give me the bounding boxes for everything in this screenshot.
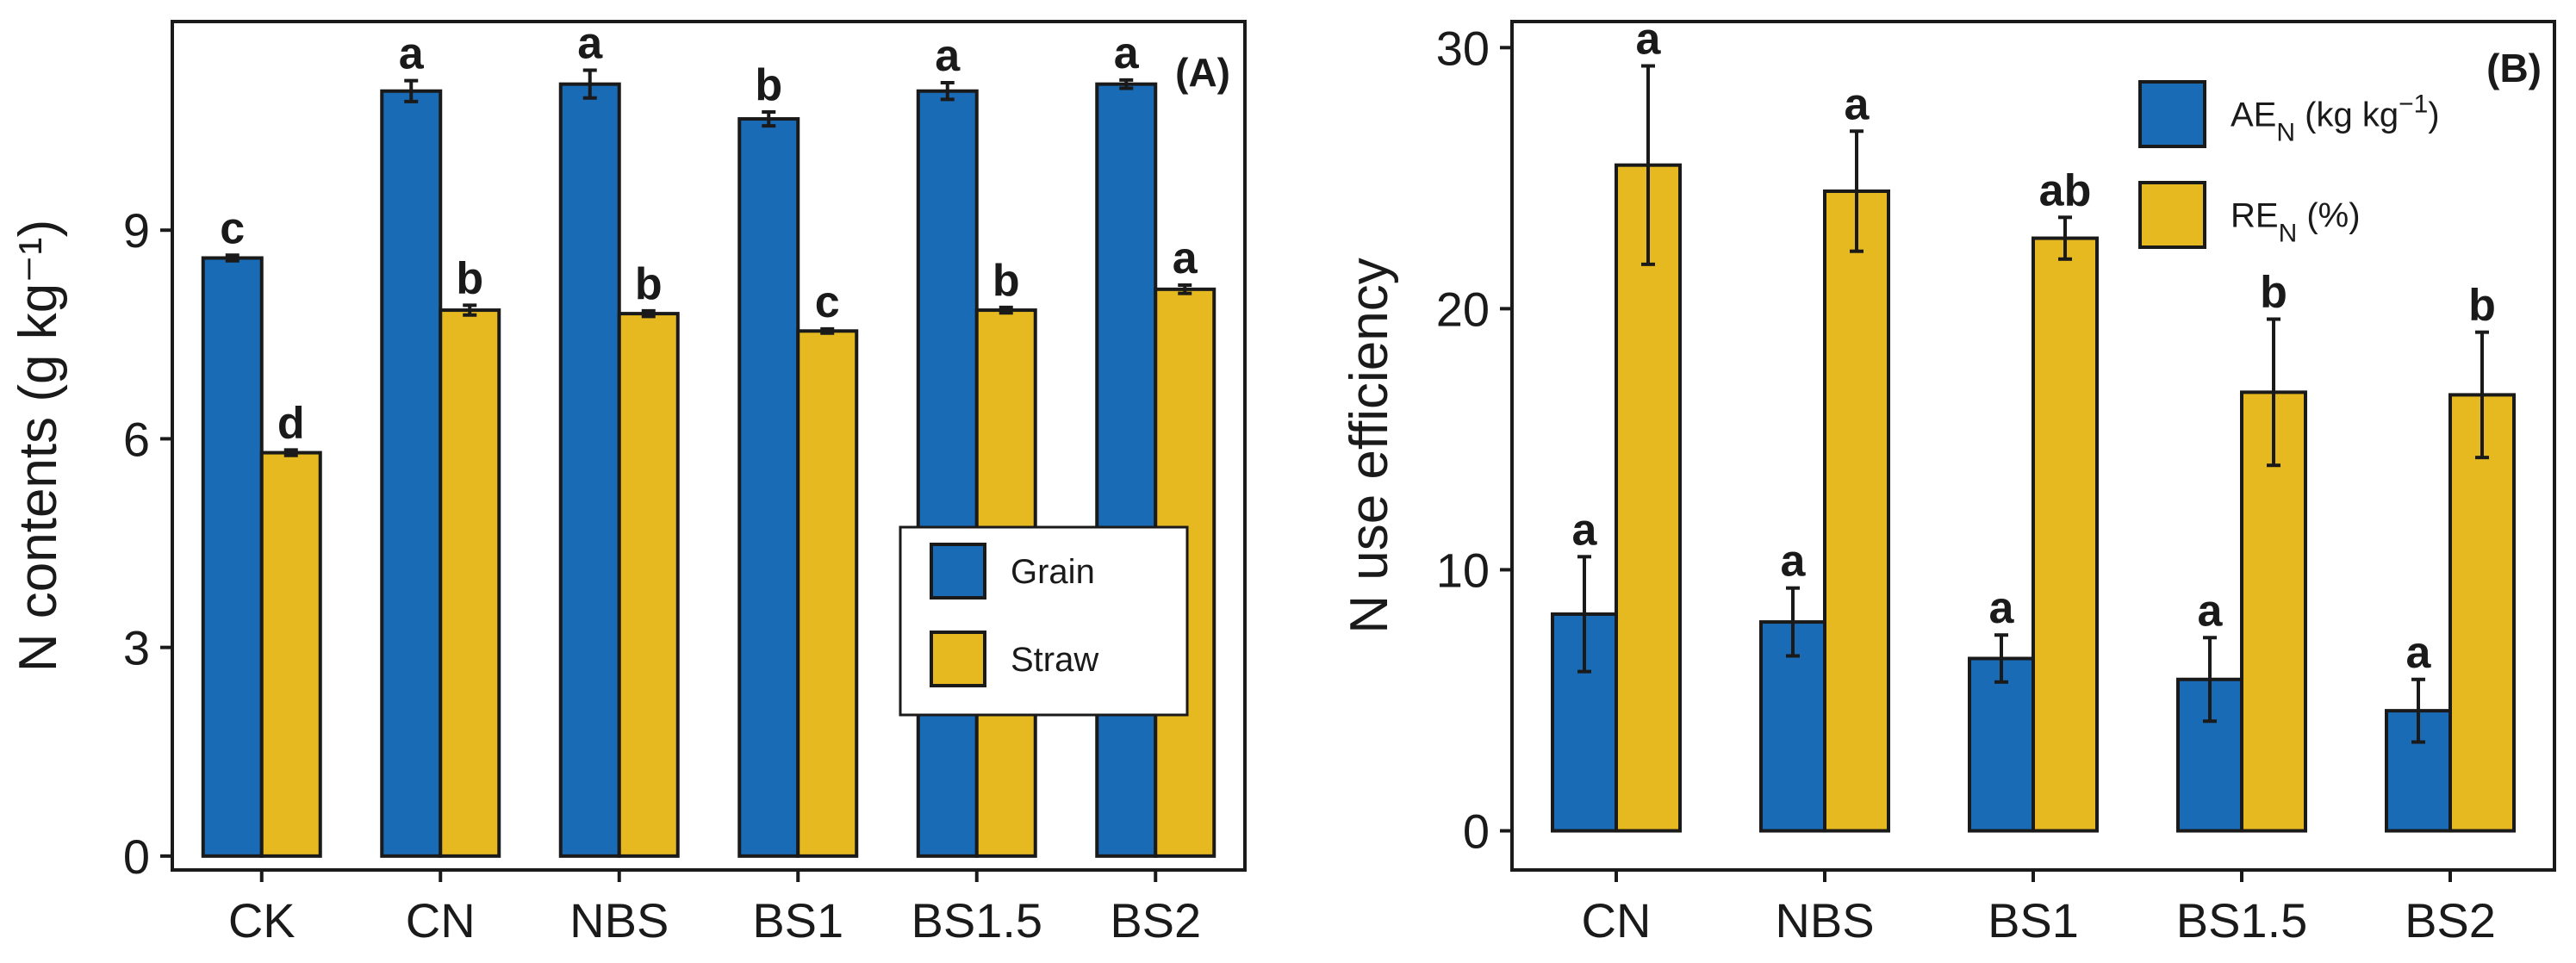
significance-label: b	[992, 256, 1020, 306]
legend-subscript: N	[2276, 118, 2295, 146]
bar	[916, 89, 979, 858]
bar	[2240, 390, 2307, 833]
x-tick-label: NBS	[1775, 893, 1874, 947]
bar	[1615, 163, 1682, 833]
legend-swatch	[2138, 80, 2206, 148]
significance-label: b	[635, 259, 663, 309]
bar	[617, 312, 680, 858]
bar	[2032, 236, 2099, 833]
bar	[558, 82, 621, 858]
significance-label: a	[2406, 628, 2432, 678]
significance-label: a	[2198, 586, 2224, 636]
significance-label: a	[1114, 28, 1140, 78]
legend-unit-end: )	[2428, 96, 2439, 134]
x-tick-label: BS2	[1110, 893, 1201, 947]
significance-label: b	[2468, 281, 2496, 331]
legend-swatch	[2138, 181, 2206, 249]
significance-label: b	[2260, 268, 2287, 318]
x-tick-label: BS1	[1988, 893, 2079, 947]
bar	[1968, 656, 2035, 833]
y-tick-label: 0	[123, 829, 150, 884]
significance-label: c	[220, 203, 245, 253]
chart-panel-a: 0 3 6 9 N contents (g kg⁻¹) (A) CK c d CN a b NBS a b B…	[9, 19, 1247, 947]
legend-name: Grain	[1011, 553, 1095, 591]
bar	[439, 308, 501, 858]
panel-tag: (B)	[2486, 46, 2542, 90]
panel-tag: (A)	[1175, 50, 1230, 95]
legend-label: Grain	[1011, 553, 1095, 591]
y-tick-label: 3	[123, 621, 150, 675]
legend-label: REN (%)	[2231, 197, 2361, 248]
x-tick-label: BS1.5	[911, 893, 1042, 947]
legend-unit: (kg kg	[2295, 96, 2399, 134]
legend-name: AE	[2231, 96, 2276, 134]
legend: Grain Straw	[899, 525, 1189, 717]
y-tick-label: 6	[123, 412, 150, 466]
significance-label: ab	[2039, 165, 2092, 215]
legend-swatch	[930, 543, 986, 600]
significance-label: b	[456, 253, 483, 303]
legend-label: Straw	[1011, 641, 1098, 679]
y-tick-label: 0	[1463, 805, 1490, 859]
bar	[259, 450, 322, 858]
significance-label: a	[1845, 79, 1870, 129]
significance-label: a	[935, 31, 961, 81]
x-tick-label: CN	[1582, 893, 1652, 947]
legend-subscript: N	[2279, 219, 2298, 247]
legend-swatch	[930, 631, 986, 687]
significance-label: a	[1636, 15, 1662, 65]
y-tick-label: 30	[1436, 21, 1490, 75]
y-tick-label: 9	[123, 203, 150, 258]
significance-label: d	[277, 398, 305, 448]
legend: AEN (kg kg−1)REN (%)	[2138, 80, 2440, 249]
bar	[737, 117, 800, 858]
x-tick-label: BS1.5	[2176, 893, 2308, 947]
significance-label: a	[1781, 537, 1807, 587]
x-tick-label: NBS	[569, 893, 669, 947]
legend-name: Straw	[1011, 641, 1098, 679]
y-axis-title: N contents (g kg⁻¹)	[9, 220, 68, 672]
chart-panel-b: 0 10 20 30 N use efficiency (B) CN a a NBS a a BS1 a a…	[1340, 15, 2556, 947]
bar	[1095, 82, 1158, 858]
x-tick-label: CK	[228, 893, 296, 947]
y-axis-title: N use efficiency	[1340, 258, 1399, 634]
y-tick-label: 10	[1436, 543, 1490, 597]
significance-label: a	[577, 19, 603, 69]
panel-frame	[171, 20, 1247, 872]
bar	[2448, 393, 2516, 833]
bar	[201, 256, 264, 858]
x-tick-label: BS2	[2405, 893, 2496, 947]
bar	[796, 329, 859, 858]
bar	[1823, 189, 1890, 833]
significance-label: a	[399, 29, 425, 79]
x-tick-label: BS1	[752, 893, 843, 947]
significance-label: b	[755, 60, 782, 110]
y-tick-label: 20	[1436, 282, 1490, 336]
significance-label: c	[815, 277, 840, 327]
significance-label: a	[1572, 505, 1598, 555]
legend-unit: (%)	[2297, 197, 2360, 235]
bar	[380, 89, 443, 858]
legend-label: AEN (kg kg−1)	[2231, 90, 2440, 146]
significance-label: a	[1989, 583, 2015, 633]
legend-name: RE	[2231, 197, 2279, 235]
significance-label: a	[1173, 233, 1198, 283]
x-tick-label: CN	[406, 893, 476, 947]
legend-superscript: −1	[2399, 90, 2428, 118]
